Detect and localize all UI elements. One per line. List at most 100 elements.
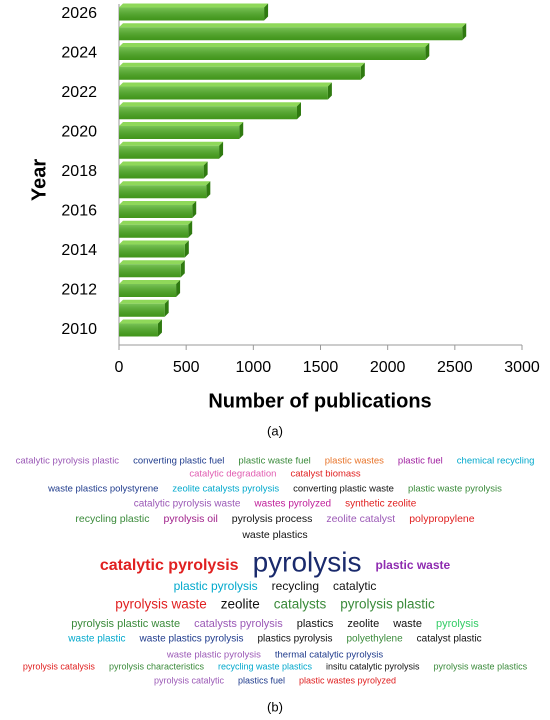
y-tick-label: 2012 xyxy=(61,282,97,299)
word-row: catalytic pyrolysis plastic converting pl… xyxy=(16,456,535,467)
word: waste xyxy=(392,618,422,630)
word: zeolite xyxy=(347,618,379,630)
word: zeolite catalyst xyxy=(326,513,395,525)
word: waste plastics pyrolysis xyxy=(139,634,244,645)
caption: (a) xyxy=(267,423,283,438)
word: thermal catalytic pyrolysis xyxy=(275,650,383,661)
bar-depth xyxy=(176,280,181,297)
bar-shade xyxy=(119,7,265,21)
word: pyrolysis waste plastics xyxy=(434,661,528,671)
word: pyrolysis xyxy=(436,618,479,630)
bar-depth xyxy=(203,161,208,179)
word: pyrolysis characteristics xyxy=(109,661,205,671)
word: recycling xyxy=(272,579,319,593)
word: catalytic pyrolysis xyxy=(100,557,239,574)
word: converting plastic waste xyxy=(293,484,394,495)
word: zeolite xyxy=(221,597,260,612)
word-row: catalytic pyrolysis pyrolysis plastic wast… xyxy=(100,546,451,577)
word: plastic waste xyxy=(375,558,450,572)
bar-depth xyxy=(327,82,332,100)
bar-shade xyxy=(119,145,220,159)
bar-depth xyxy=(206,181,211,199)
word: plastics pyrolysis xyxy=(257,634,332,645)
bar-depth xyxy=(119,240,189,245)
bar-depth xyxy=(184,240,189,258)
word: pyrolysis oil xyxy=(164,513,218,525)
y-axis-title: Year xyxy=(28,159,50,201)
word-row: waste plastics xyxy=(241,529,307,541)
word-row: pyrolysis waste zeolite catalysts pyrolysis… xyxy=(115,597,435,612)
x-tick-label: 2000 xyxy=(370,359,406,376)
word: pyrolysis process xyxy=(232,513,313,525)
bar-depth xyxy=(219,141,224,159)
x-tick-label: 500 xyxy=(173,359,200,376)
word: synthetic zeolite xyxy=(345,499,417,510)
y-tick-label: 2022 xyxy=(61,84,97,101)
bar-depth xyxy=(264,3,269,21)
caption: (b) xyxy=(267,699,283,714)
bar-shade xyxy=(119,106,297,120)
word: plastic wastes pyrolyzed xyxy=(299,675,396,685)
word: pyrolysis waste xyxy=(115,597,207,612)
bar-shade xyxy=(119,86,328,100)
word: catalysts xyxy=(274,597,327,612)
word: catalyst biomass xyxy=(290,469,360,480)
bar-shade xyxy=(119,66,361,80)
word: polyethylene xyxy=(347,634,404,645)
word: plastics fuel xyxy=(238,675,285,685)
word-row: waste plastic waste plastics pyrolysis pla… xyxy=(67,634,481,645)
word: catalytic xyxy=(333,579,376,593)
word-row: catalytic pyrolysis waste wastes pyrolyze… xyxy=(134,499,417,510)
bar-shade xyxy=(119,27,463,41)
word: zeolite catalysts pyrolysis xyxy=(172,484,279,495)
word: plastic waste fuel xyxy=(238,456,310,467)
bar-shade xyxy=(119,185,207,199)
word: polypropylene xyxy=(409,513,475,525)
bar-depth xyxy=(296,102,301,120)
word: wastes pyrolyzed xyxy=(253,499,331,510)
bar-shade xyxy=(119,165,204,179)
bar-depth xyxy=(119,201,197,205)
bar-depth xyxy=(119,260,185,265)
word: catalytic pyrolysis waste xyxy=(134,499,241,510)
bar-depth xyxy=(360,62,365,80)
word: pyrolysis xyxy=(253,546,362,577)
bar-shade xyxy=(119,284,177,297)
word: catalytic degradation xyxy=(189,469,276,480)
bar-shade xyxy=(119,47,426,60)
word: pyrolysis catalytic xyxy=(154,675,225,685)
bar-depth xyxy=(119,3,269,8)
bar-depth xyxy=(119,122,244,126)
bar-depth xyxy=(119,82,332,87)
bar-depth xyxy=(119,141,224,146)
word: plastic wastes xyxy=(325,456,384,467)
word: waste plastic pyrolysis xyxy=(166,650,261,661)
bar-depth xyxy=(119,319,162,324)
word: recycling plastic xyxy=(75,513,149,525)
word-row: recycling plastic pyrolysis oil pyrolysis … xyxy=(75,513,474,525)
word-row: waste plastics polystyrene zeolite cataly… xyxy=(47,484,502,495)
word: waste plastics xyxy=(241,529,307,541)
bar-shade xyxy=(119,244,185,258)
word: waste plastic xyxy=(67,634,125,645)
word: plastics xyxy=(297,618,334,630)
bar-depth xyxy=(119,23,467,28)
bar-depth xyxy=(119,43,430,47)
word-row: pyrolysis catalytic plastics fuel plastic … xyxy=(154,675,396,685)
word: plastic waste pyrolysis xyxy=(408,484,502,495)
y-tick-label: 2018 xyxy=(61,163,97,180)
bar-depth xyxy=(119,161,208,166)
bar-depth xyxy=(239,122,244,139)
bar-shade xyxy=(119,205,193,218)
y-tick-label: 2026 xyxy=(61,5,97,22)
word: waste plastics polystyrene xyxy=(47,484,158,495)
word: pyrolysis plastic waste xyxy=(71,618,180,630)
word: catalysts pyrolysis xyxy=(194,618,283,630)
bar-depth xyxy=(192,201,197,218)
y-tick-label: 2020 xyxy=(61,124,97,141)
bar-shade xyxy=(119,224,189,238)
y-tick-label: 2014 xyxy=(61,242,97,259)
bar-depth xyxy=(119,181,211,186)
bar-depth xyxy=(119,102,301,107)
